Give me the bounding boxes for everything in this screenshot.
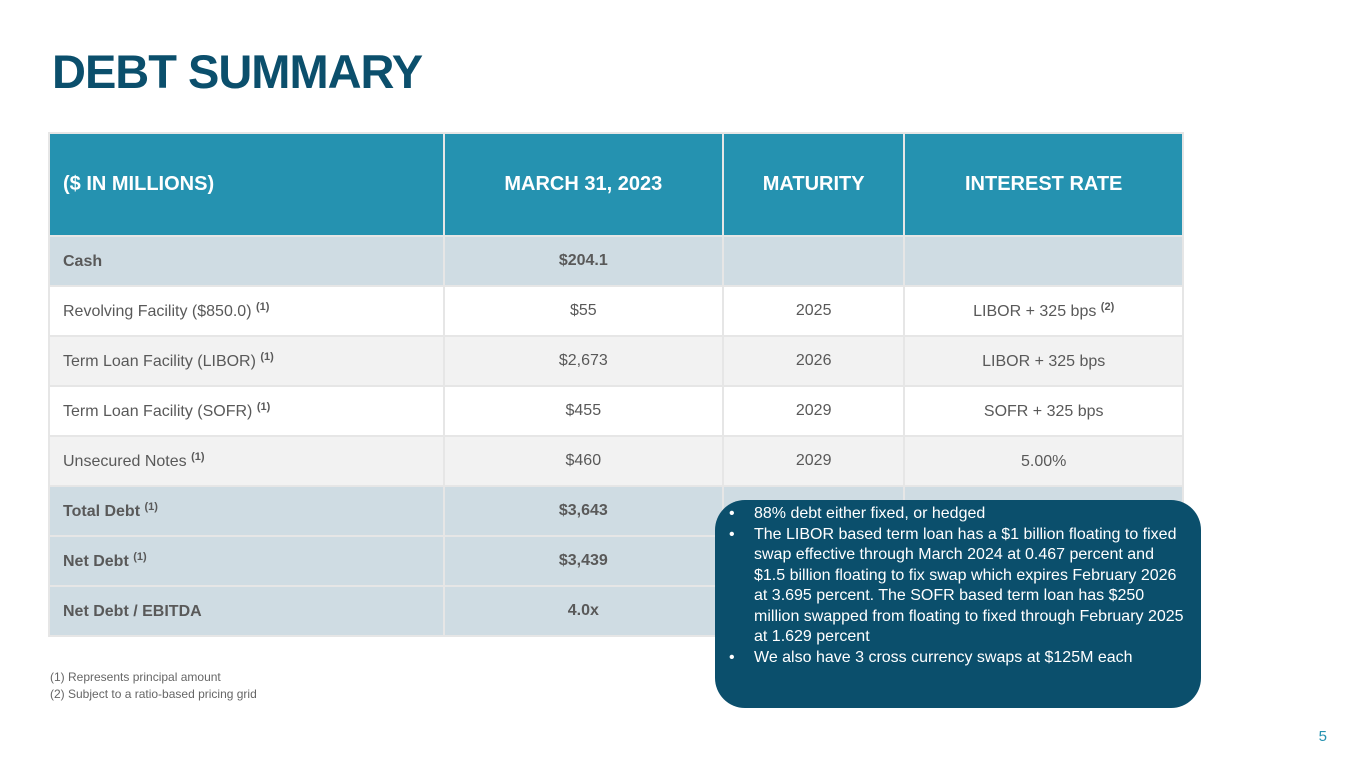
rate-cell: LIBOR + 325 bps (2) [903, 285, 1184, 337]
maturity-cell: 2025 [721, 285, 906, 337]
row-label-text: Net Debt [63, 553, 129, 570]
rate-cell: SOFR + 325 bps [903, 385, 1184, 437]
rate-text: SOFR + 325 bps [983, 403, 1104, 420]
table-header-row: ($ IN MILLIONS) MARCH 31, 2023 MATURITY … [48, 132, 1184, 237]
rate-text: LIBOR + 325 bps [982, 353, 1106, 370]
amount-cell: $3,439 [442, 535, 724, 587]
callout-bullet: 88% debt either fixed, or hedged [729, 504, 1185, 525]
maturity-cell [721, 235, 906, 287]
row-label-text: Term Loan Facility (LIBOR) [63, 353, 256, 370]
maturity-cell: 2029 [721, 435, 906, 487]
callout-bullet: We also have 3 cross currency swaps at $… [729, 648, 1185, 669]
rate-cell: 5.00% [903, 435, 1184, 487]
footnote: (1) Represents principal amount [50, 670, 221, 684]
table-row: Unsecured Notes (1) $460 2029 5.00% [48, 435, 1184, 487]
row-label-text: Cash [63, 253, 103, 270]
column-header: MATURITY [721, 132, 906, 237]
row-label-text: Net Debt / EBITDA [63, 603, 202, 620]
rate-text: LIBOR + 325 bps [973, 303, 1097, 320]
footnote-ref: (2) [1100, 301, 1115, 313]
table-row: Term Loan Facility (LIBOR) (1) $2,673 20… [48, 335, 1184, 387]
row-label: Total Debt (1) [48, 485, 445, 537]
amount-cell: $455 [442, 385, 724, 437]
hedging-callout: 88% debt either fixed, or hedged The LIB… [715, 500, 1201, 708]
column-header: INTEREST RATE [903, 132, 1184, 237]
row-label-text: Total Debt [63, 503, 141, 520]
row-label: Term Loan Facility (LIBOR) (1) [48, 335, 445, 387]
amount-cell: $204.1 [442, 235, 724, 287]
footnote: (2) Subject to a ratio-based pricing gri… [50, 687, 257, 701]
rate-text: 5.00% [1021, 453, 1067, 470]
footnote-ref: (1) [144, 501, 158, 513]
footnote-ref: (1) [255, 301, 270, 313]
column-header: ($ IN MILLIONS) [48, 132, 445, 237]
row-label: Revolving Facility ($850.0) (1) [48, 285, 445, 337]
row-label-text: Term Loan Facility (SOFR) [63, 403, 253, 420]
maturity-cell: 2029 [721, 385, 906, 437]
footnote-ref: (1) [260, 351, 274, 363]
table-row: Cash $204.1 [48, 235, 1184, 287]
maturity-cell: 2026 [721, 335, 906, 387]
amount-cell: $55 [442, 285, 724, 337]
row-label-text: Unsecured Notes [63, 453, 187, 470]
amount-cell: $2,673 [442, 335, 724, 387]
page-title: DEBT SUMMARY [52, 45, 423, 98]
row-label: Cash [48, 235, 445, 287]
footnotes: (1) Represents principal amount (2) Subj… [50, 669, 257, 703]
page-number: 5 [1318, 728, 1327, 745]
rate-cell [903, 235, 1184, 287]
row-label-text: Revolving Facility ($850.0) [63, 303, 252, 320]
row-label: Net Debt (1) [48, 535, 445, 587]
row-label: Term Loan Facility (SOFR) (1) [48, 385, 445, 437]
column-header: MARCH 31, 2023 [442, 132, 724, 237]
row-label: Net Debt / EBITDA [48, 585, 445, 637]
footnote-ref: (1) [191, 451, 205, 463]
rate-cell: LIBOR + 325 bps [903, 335, 1184, 387]
footnote-ref: (1) [256, 401, 271, 413]
amount-cell: $460 [442, 435, 724, 487]
amount-cell: 4.0x [442, 585, 724, 637]
table-row: Revolving Facility ($850.0) (1) $55 2025… [48, 285, 1184, 337]
row-label: Unsecured Notes (1) [48, 435, 445, 487]
callout-bullet: The LIBOR based term loan has a $1 billi… [729, 525, 1185, 648]
footnote-ref: (1) [133, 551, 147, 563]
amount-cell: $3,643 [442, 485, 724, 537]
table-row: Term Loan Facility (SOFR) (1) $455 2029 … [48, 385, 1184, 437]
